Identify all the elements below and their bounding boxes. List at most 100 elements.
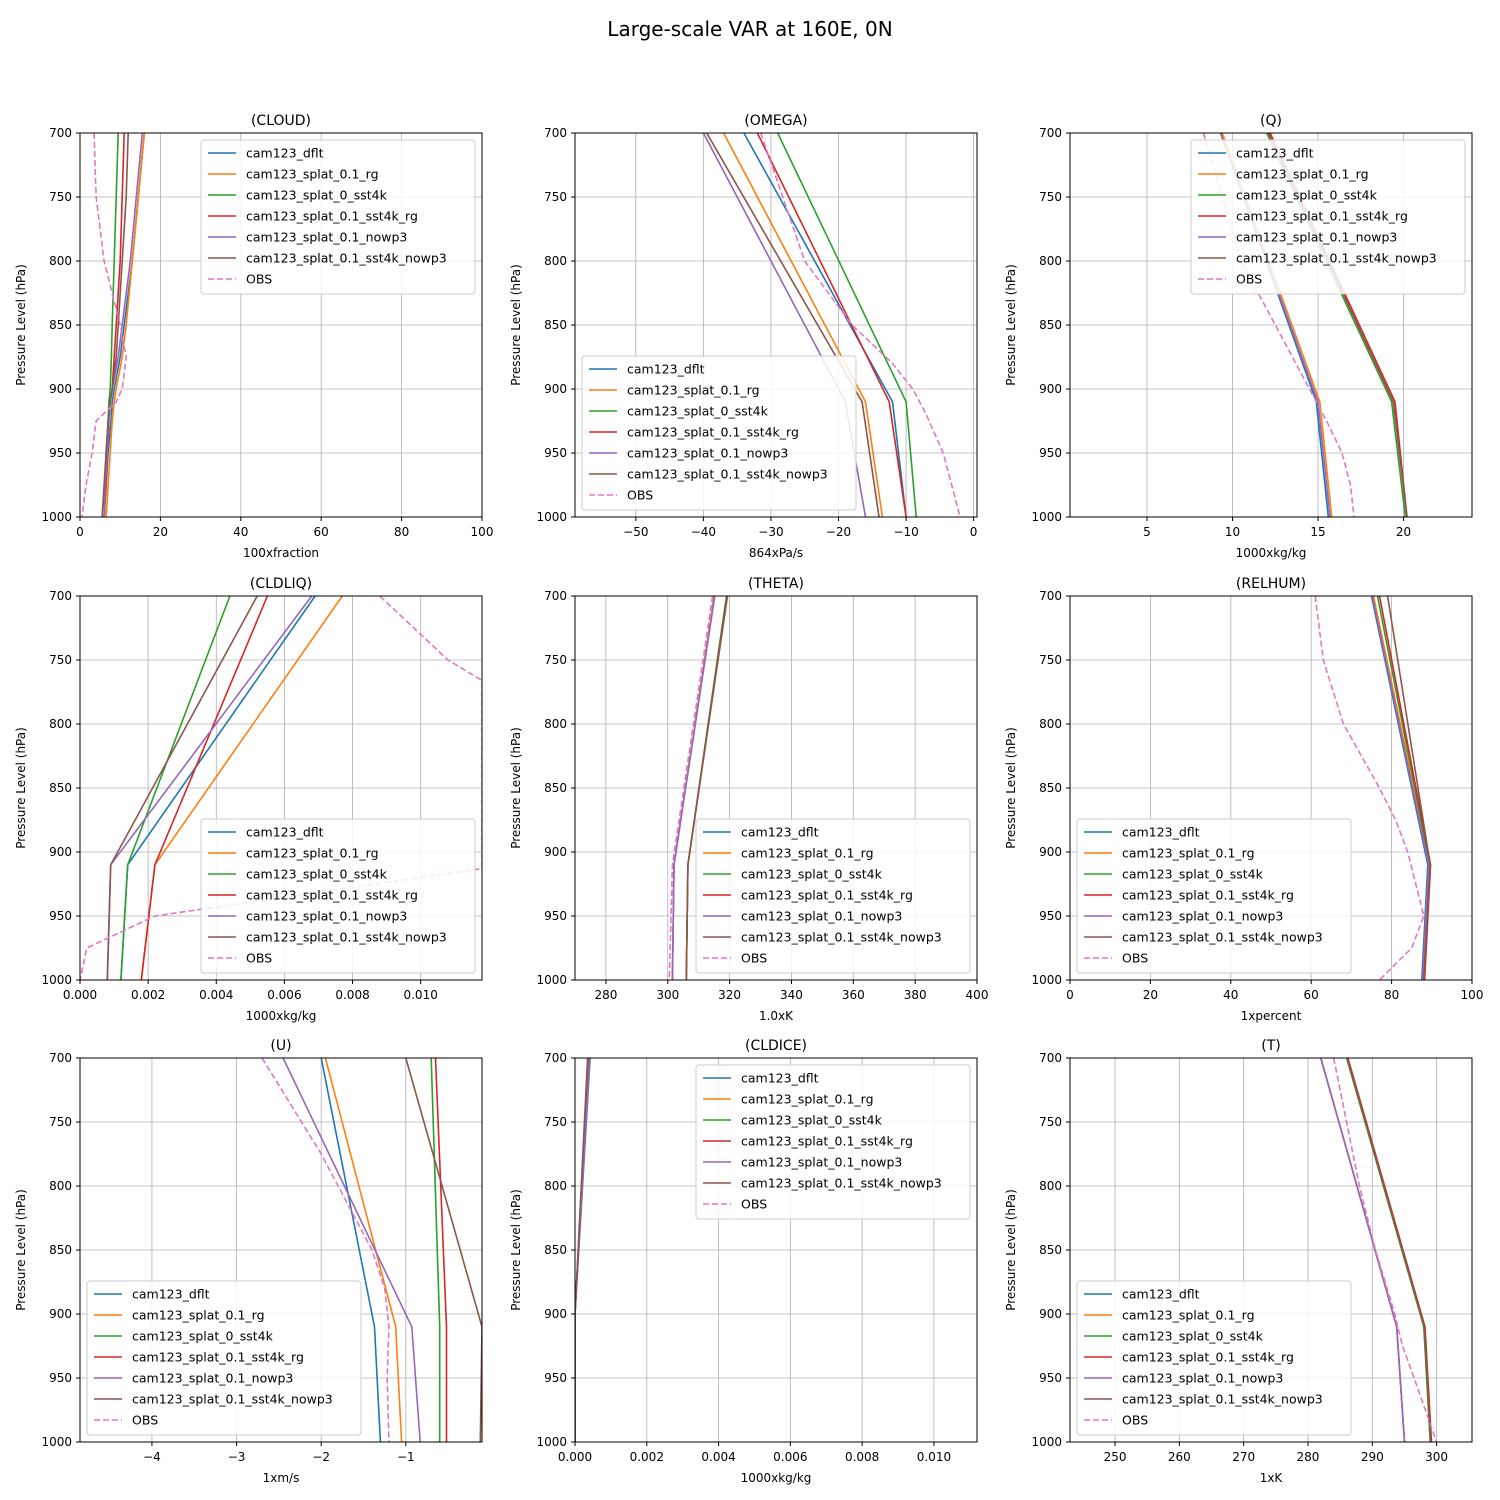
series-line-obs bbox=[760, 133, 961, 517]
series-line-cam123-splat-0-1-nowp3 bbox=[671, 596, 716, 980]
y-tick-label: 1000 bbox=[41, 973, 72, 987]
legend-label: cam123_splat_0_sst4k bbox=[246, 867, 388, 882]
y-tick-label: 1000 bbox=[536, 510, 567, 524]
series-line-obs bbox=[1314, 596, 1425, 980]
y-tick-label: 750 bbox=[544, 653, 567, 667]
y-tick-label: 750 bbox=[1039, 1115, 1062, 1129]
legend-label: cam123_splat_0.1_sst4k_nowp3 bbox=[132, 1392, 333, 1407]
x-tick-label: 0.004 bbox=[199, 988, 233, 1002]
y-tick-label: 700 bbox=[1039, 589, 1062, 603]
legend-label: cam123_splat_0.1_sst4k_rg bbox=[1236, 209, 1408, 224]
y-tick-label: 750 bbox=[544, 1115, 567, 1129]
legend-label: OBS bbox=[1122, 951, 1148, 966]
x-axis-label: 1000xkg/kg bbox=[741, 1471, 812, 1485]
x-tick-label: 0.004 bbox=[701, 1450, 735, 1464]
legend-label: cam123_dflt bbox=[1122, 1287, 1200, 1302]
x-tick-label: −1 bbox=[397, 1450, 415, 1464]
y-tick-label: 700 bbox=[544, 126, 567, 140]
y-tick-label: 950 bbox=[544, 909, 567, 923]
y-axis-label: Pressure Level (hPa) bbox=[14, 1189, 28, 1311]
series-line-obs bbox=[81, 133, 128, 517]
y-tick-label: 850 bbox=[1039, 781, 1062, 795]
y-tick-label: 950 bbox=[1039, 446, 1062, 460]
y-tick-label: 850 bbox=[544, 1243, 567, 1257]
series-line-cam123-splat-0-1-rg bbox=[105, 133, 146, 517]
panel-cldice: 0.000 0.002 0.004 0.006 0.008 0.010 700 750 800 8… bbox=[509, 1038, 978, 1485]
legend-box bbox=[200, 818, 476, 974]
legend-box bbox=[200, 139, 476, 295]
series-lines bbox=[1320, 1058, 1438, 1442]
x-tick-label: 250 bbox=[1104, 1450, 1127, 1464]
series-line-cam123-splat-0-1-sst4k-nowp3 bbox=[685, 596, 729, 980]
x-tick-label: 0 bbox=[76, 525, 84, 539]
panel-cloud: 0 20 40 60 80 100 700 750 800 850 900 950 1000 (CLOUD… bbox=[14, 113, 493, 560]
x-axis-label: 1000xkg/kg bbox=[1236, 546, 1307, 560]
y-tick-label: 700 bbox=[1039, 126, 1062, 140]
y-tick-label: 850 bbox=[544, 781, 567, 795]
y-tick-label: 850 bbox=[49, 781, 72, 795]
y-tick-label: 900 bbox=[544, 845, 567, 859]
legend: cam123_dflt cam123_splat_0.1_rg cam123_spl… bbox=[86, 1280, 362, 1436]
y-tick-label: 950 bbox=[49, 909, 72, 923]
y-tick-label: 700 bbox=[49, 589, 72, 603]
y-tick-label: 950 bbox=[544, 1371, 567, 1385]
legend-label: cam123_dflt bbox=[741, 1071, 819, 1086]
x-tick-label: 20 bbox=[1143, 988, 1158, 1002]
panel-q: 5 10 15 20 700 750 800 850 900 950 1000 (Q) 1000xkg/… bbox=[1004, 113, 1473, 560]
y-axis-label: Pressure Level (hPa) bbox=[1004, 264, 1018, 386]
legend-label: cam123_splat_0_sst4k bbox=[627, 404, 769, 419]
x-tick-label: 80 bbox=[394, 525, 409, 539]
x-axis-label: 1xm/s bbox=[263, 1471, 300, 1485]
legend-box bbox=[581, 355, 857, 511]
series-lines bbox=[575, 1058, 591, 1442]
legend-label: OBS bbox=[1122, 1413, 1148, 1428]
legend-box bbox=[1190, 139, 1466, 295]
x-tick-label: 80 bbox=[1384, 988, 1399, 1002]
x-tick-label: 280 bbox=[594, 988, 617, 1002]
x-tick-label: 300 bbox=[656, 988, 679, 1002]
legend-label: cam123_splat_0.1_sst4k_nowp3 bbox=[246, 930, 447, 945]
panels: 0 20 40 60 80 1007007508008509009501000(CLOUD… bbox=[14, 113, 1483, 1485]
legend-label: OBS bbox=[741, 951, 767, 966]
y-tick-label: 1000 bbox=[41, 510, 72, 524]
x-tick-label: 260 bbox=[1168, 1450, 1191, 1464]
series-lines bbox=[668, 596, 729, 980]
legend-label: cam123_splat_0.1_rg bbox=[741, 1092, 874, 1107]
y-tick-label: 750 bbox=[49, 653, 72, 667]
series-line-cam123-splat-0-1-rg bbox=[722, 133, 884, 517]
legend-box bbox=[1076, 1280, 1352, 1436]
legend-label: cam123_splat_0.1_sst4k_rg bbox=[1122, 888, 1294, 903]
y-tick-label: 1000 bbox=[536, 1435, 567, 1449]
y-tick-label: 900 bbox=[49, 845, 72, 859]
legend-label: cam123_splat_0.1_sst4k_rg bbox=[246, 209, 418, 224]
y-tick-label: 950 bbox=[1039, 1371, 1062, 1385]
x-tick-label: 0.008 bbox=[845, 1450, 879, 1464]
y-tick-label: 700 bbox=[1039, 1051, 1062, 1065]
x-tick-label: 380 bbox=[904, 988, 927, 1002]
y-axis-label: Pressure Level (hPa) bbox=[1004, 1189, 1018, 1311]
x-axis-label: 1xpercent bbox=[1241, 1009, 1302, 1023]
x-axis-label: 1.0xK bbox=[759, 1009, 794, 1023]
panel-title: (T) bbox=[1261, 1038, 1280, 1054]
series-lines bbox=[261, 1058, 482, 1442]
legend-box bbox=[695, 818, 971, 974]
legend-label: OBS bbox=[741, 1197, 767, 1212]
x-tick-label: 270 bbox=[1232, 1450, 1255, 1464]
legend-label: cam123_splat_0.1_rg bbox=[246, 167, 379, 182]
x-tick-label: −40 bbox=[691, 525, 716, 539]
series-line-obs bbox=[668, 596, 714, 980]
y-tick-label: 750 bbox=[1039, 653, 1062, 667]
y-tick-label: 1000 bbox=[41, 1435, 72, 1449]
panel-cldliq: 0.000 0.002 0.004 0.006 0.008 0.010 700 750 800 8… bbox=[14, 576, 483, 1023]
y-tick-label: 850 bbox=[49, 318, 72, 332]
legend-label: cam123_splat_0.1_nowp3 bbox=[246, 230, 407, 245]
y-tick-label: 800 bbox=[49, 1179, 72, 1193]
y-tick-label: 800 bbox=[1039, 1179, 1062, 1193]
x-tick-label: 100 bbox=[1461, 988, 1484, 1002]
figure-title: Large-scale VAR at 160E, 0N bbox=[607, 17, 892, 41]
series-line-cam123-dflt bbox=[743, 133, 907, 517]
legend-label: cam123_dflt bbox=[246, 825, 324, 840]
y-tick-label: 950 bbox=[1039, 909, 1062, 923]
legend-label: cam123_dflt bbox=[246, 146, 324, 161]
x-tick-label: 290 bbox=[1361, 1450, 1384, 1464]
